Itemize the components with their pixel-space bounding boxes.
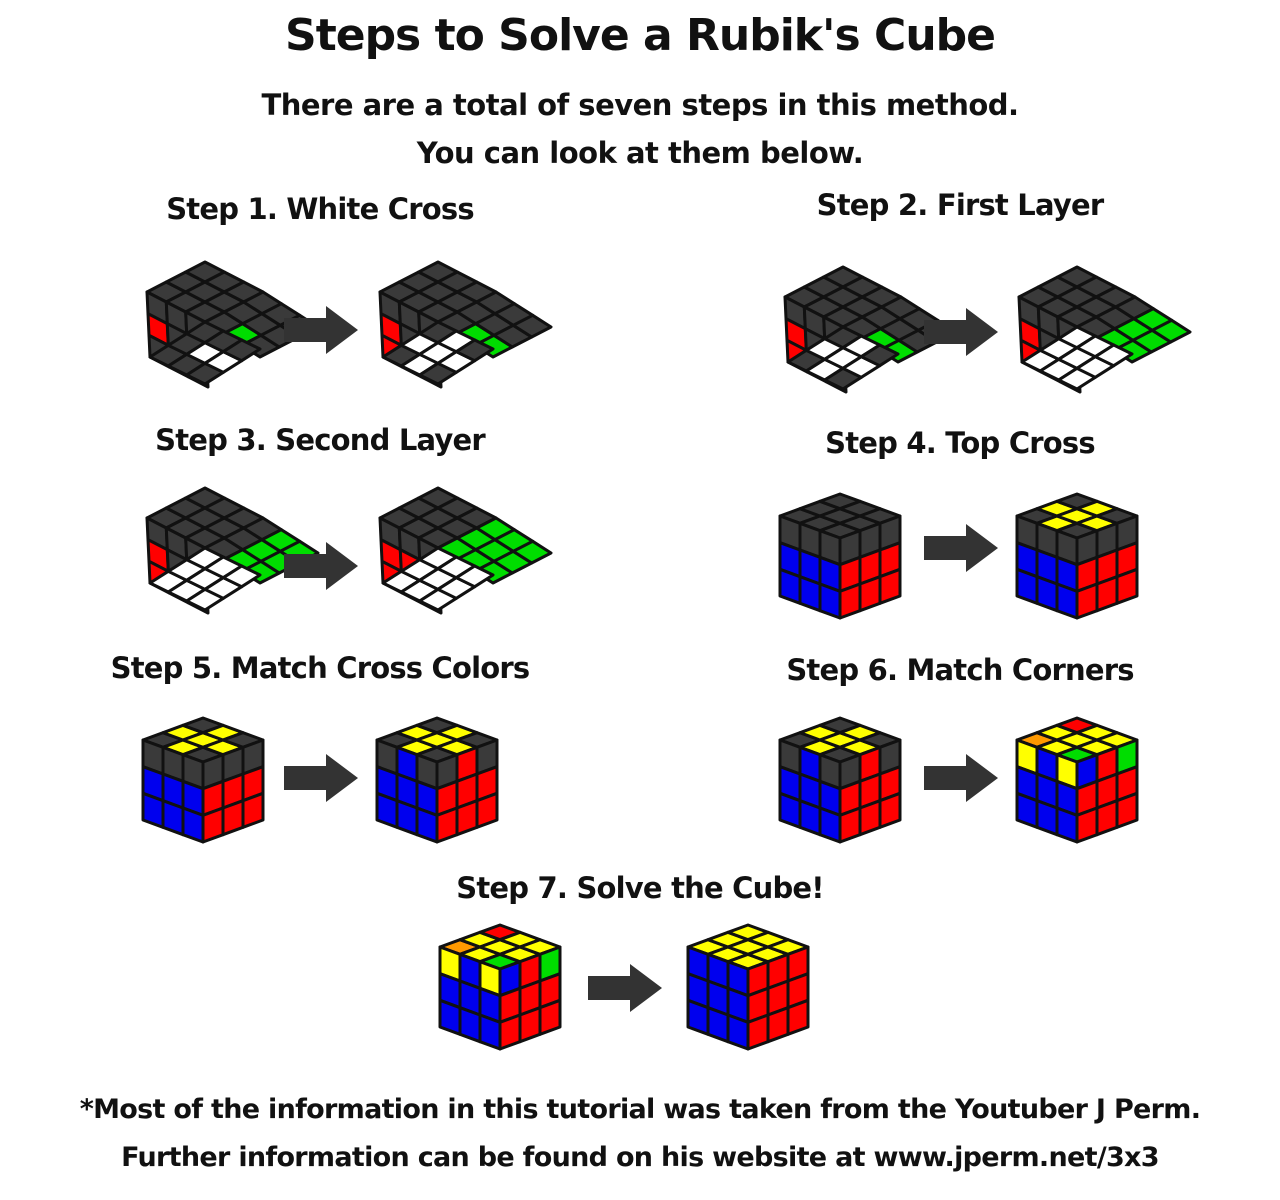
step-6-before-cube-left-sticker [778,791,802,829]
step-7-label: Step 7. Solve the Cube! [456,871,824,905]
step-7-before-cube-left-sticker [458,1006,482,1044]
subtitle-line-1: There are a total of seven steps in this… [261,88,1019,122]
arrow-icon [924,754,998,802]
step-3-after-cube-bottom-sticker [454,564,495,589]
step-6-after-cube-left-sticker [1035,799,1059,837]
step-2-after-cube-right-sticker [1150,318,1192,344]
step-5-after-cube-right-sticker [435,806,459,844]
step-7-before-cube [438,923,562,1051]
footer-website: Further information can be found on his … [121,1142,1159,1173]
step-4-before-cube-right-sticker [858,575,882,613]
step-5-before-cube-right-sticker [241,791,265,829]
subtitle-line-2: You can look at them below. [416,136,864,170]
step-5-after-cube-left-sticker [375,791,399,829]
step-7-after-cube-right-sticker [766,1006,790,1044]
step-6-before-cube-right-sticker [858,799,882,837]
step-7-before-cube-right-sticker [498,1013,522,1051]
step-3-label: Step 3. Second Layer [155,423,486,457]
arrow-icon [284,306,358,354]
step-6-before-cube [778,716,902,844]
arrow-icon [924,524,998,572]
step-6-after-cube-right-sticker [1115,791,1139,829]
step-1-after-cube-bottom-sticker [454,338,495,363]
step-6-before-cube-left-sticker [818,806,842,844]
step-3-before-cube-bottom-sticker [221,564,262,589]
step-3-before-cube [145,486,320,615]
step-6-after-cube-left-sticker [1055,806,1079,844]
step-2-before-cube-bottom-sticker [859,343,900,368]
step-2-label: Step 2. First Layer [816,188,1104,222]
footer-credit: *Most of the information in this tutoria… [79,1094,1201,1125]
arrow-icon [588,964,662,1012]
step-6-before-cube-right-sticker [838,806,862,844]
step-2-after-cube [1017,265,1192,394]
step-4-after-cube-right-sticker [1115,567,1139,605]
step-5-before-cube-right-sticker [201,806,225,844]
step-5-before-cube-right-sticker [221,799,245,837]
step-2-after-cube-bottom-sticker [1093,343,1134,368]
step-6-after-cube-left-sticker [1015,791,1039,829]
step-4-before-cube-left-sticker [778,567,802,605]
step-7-before-cube-right-sticker [538,998,562,1036]
arrow-icon [284,754,358,802]
step-5-after-cube [375,716,499,844]
step-5-before-cube [141,716,265,844]
step-4-before-cube-right-sticker [878,567,902,605]
step-7-after-cube-left-sticker [726,1013,750,1051]
step-4-after-cube-left-sticker [1055,582,1079,620]
step-5-before-cube-left-sticker [181,806,205,844]
step-7-after-cube-left-sticker [706,1006,730,1044]
step-6-after-cube-right-sticker [1075,806,1099,844]
step-1-before-cube [145,260,320,389]
step-1-after-cube [378,260,553,389]
step-4-before-cube-left-sticker [798,575,822,613]
step-2-arrow [924,308,998,356]
step-4-before-cube-left-sticker [818,582,842,620]
arrow-icon [924,308,998,356]
step-4-after-cube-right-sticker [1095,575,1119,613]
step-4-arrow [924,524,998,572]
step-5-after-cube-left-sticker [395,799,419,837]
step-5-after-cube-right-sticker [475,791,499,829]
page-title: Steps to Solve a Rubik's Cube [285,10,996,61]
step-5-before-cube-left-sticker [161,799,185,837]
step-4-before-cube [778,492,902,620]
step-7-before-cube-right-sticker [518,1006,542,1044]
step-1-after-cube-right-sticker [511,313,553,339]
step-4-after-cube-left-sticker [1035,575,1059,613]
step-5-before-cube-left-sticker [141,791,165,829]
step-4-before-cube-right-sticker [838,582,862,620]
step-7-after-cube-left-sticker [686,998,710,1036]
step-6-arrow [924,754,998,802]
step-7-before-cube-left-sticker [438,998,462,1036]
step-5-arrow [284,754,358,802]
step-4-after-cube [1015,492,1139,620]
step-5-after-cube-right-sticker [455,799,479,837]
step-6-after-cube [1015,716,1139,844]
step-5-after-cube-left-sticker [415,806,439,844]
step-7-after-cube [686,923,810,1051]
step-7-after-cube-right-sticker [786,998,810,1036]
step-1-label: Step 1. White Cross [166,192,474,226]
step-7-after-cube-right-sticker [746,1013,770,1051]
step-3-after-cube-right-sticker [511,539,553,565]
step-6-after-cube-right-sticker [1095,799,1119,837]
arrow-icon [284,542,358,590]
step-6-label: Step 6. Match Corners [786,653,1134,687]
step-7-before-cube-left-sticker [478,1013,502,1051]
step-2-before-cube [783,265,958,394]
step-1-arrow [284,306,358,354]
step-4-after-cube-left-sticker [1015,567,1039,605]
step-5-label: Step 5. Match Cross Colors [110,651,531,685]
step-6-before-cube-right-sticker [878,791,902,829]
step-4-after-cube-right-sticker [1075,582,1099,620]
step-1-before-cube-bottom-sticker [221,338,262,363]
step-7-arrow [588,964,662,1012]
step-6-before-cube-left-sticker [798,799,822,837]
step-3-after-cube [378,486,553,615]
step-4-label: Step 4. Top Cross [825,426,1096,460]
step-3-arrow [284,542,358,590]
